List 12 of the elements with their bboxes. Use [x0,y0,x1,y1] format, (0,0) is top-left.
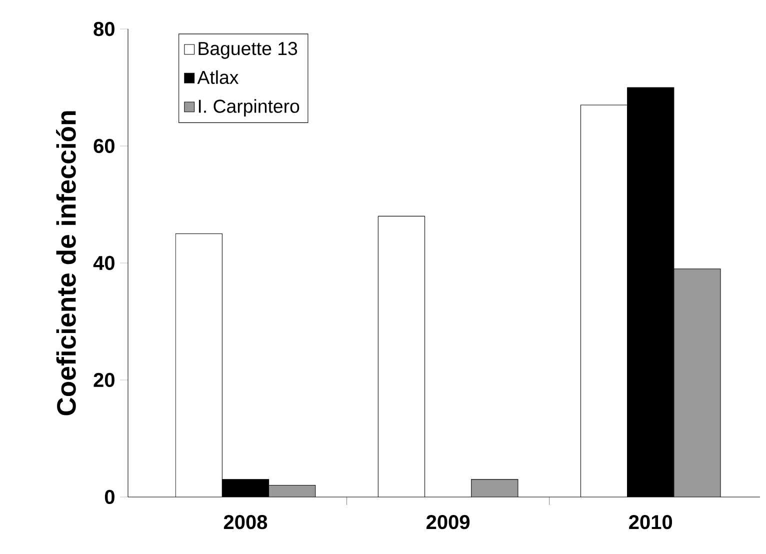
y-tick-label: 80 [94,22,114,36]
legend-label: Atlax [197,70,239,84]
y-tick-label: 40 [93,256,114,270]
legend-label: I. Carpintero [198,99,300,117]
legend-label: Baguette 13 [198,42,298,59]
y-tick-label: 60 [94,138,114,154]
y-tick-label: 0 [104,490,114,504]
y-tick-label: 20 [94,372,114,388]
x-tick-label: 2010 [629,515,672,530]
x-tick-label: 2008 [224,515,268,530]
y-axis-title: Coeficiente de infección [56,111,76,416]
x-tick-label: 2009 [426,515,470,530]
